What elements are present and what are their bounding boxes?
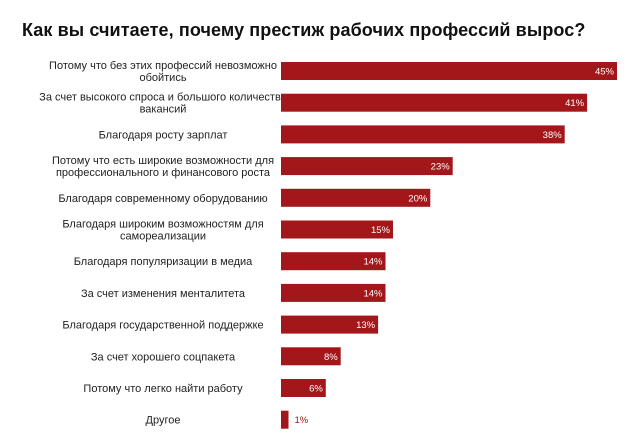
value-label: 38%: [543, 130, 563, 141]
category-label: Благодаря росту зарплат: [99, 129, 228, 141]
value-label: 45%: [595, 67, 615, 78]
category-label-line: Потому что легко найти работу: [83, 383, 243, 395]
category-label-line: обойтись: [139, 72, 186, 84]
bar: [281, 93, 588, 112]
value-label: 14%: [363, 288, 383, 299]
category-label-line: профессионального и финансового роста: [56, 167, 271, 179]
category-labels: Потому что без этих профессий невозможно…: [39, 60, 288, 427]
bar: [281, 62, 617, 80]
value-label: 41%: [565, 98, 585, 109]
category-label-line: За счет хорошего соцпакета: [91, 351, 236, 363]
category-label: За счет хорошего соцпакета: [91, 351, 236, 363]
bar: [281, 252, 386, 271]
value-label: 8%: [324, 352, 338, 363]
value-label: 14%: [363, 257, 383, 268]
bar: [281, 220, 393, 239]
category-label-line: Благодаря росту зарплат: [99, 129, 228, 141]
category-label: Благодаря современному оборудованию: [58, 193, 267, 205]
category-label-line: Другое: [146, 415, 181, 427]
category-label-line: Благодаря государственной поддержке: [62, 320, 263, 332]
category-label: Другое: [146, 415, 181, 427]
category-label: За счет высокого спроса и большого колич…: [39, 92, 288, 116]
category-label: Благодаря широким возможностям для саморе…: [62, 219, 263, 243]
category-label: Потому что есть широкие возможности для п…: [52, 155, 274, 179]
category-label-line: Благодаря популяризации в медиа: [74, 256, 253, 268]
value-label: 13%: [356, 320, 376, 331]
category-label-line: самореализации: [120, 231, 206, 243]
bar: [281, 315, 379, 334]
category-label-line: Благодаря широким возможностям для: [62, 219, 263, 231]
category-label-line: Благодаря современному оборудованию: [58, 193, 267, 205]
value-label: 15%: [371, 225, 391, 236]
bar: [281, 188, 431, 207]
value-label: 23%: [431, 162, 451, 173]
category-label: Потому что без этих профессий невозможно…: [49, 60, 277, 84]
category-label-line: Потому что без этих профессий невозможно: [49, 60, 277, 72]
bar: [281, 379, 326, 397]
value-label: 1%: [295, 415, 309, 426]
category-label-line: За счет высокого спроса и большого колич…: [39, 92, 288, 104]
bar: [281, 157, 453, 176]
bar: [281, 347, 341, 366]
chart-title: Как вы считаете, почему престиж рабочих …: [22, 20, 586, 40]
bar: [281, 410, 289, 429]
category-label: Потому что легко найти работу: [83, 383, 243, 395]
category-label-line: За счет изменения менталитета: [81, 288, 246, 300]
bar: [281, 125, 565, 144]
category-label-line: Потому что есть широкие возможности для: [52, 155, 274, 167]
category-label-line: вакансий: [140, 104, 187, 116]
bars: [281, 62, 617, 429]
value-label: 20%: [408, 193, 428, 204]
category-label: Благодаря популяризации в медиа: [74, 256, 253, 268]
value-labels: 45% 41% 38% 23% 20% 15% 14% 14% 13% 8% 6% 1%: [295, 67, 615, 427]
value-label: 6%: [309, 384, 323, 395]
category-label: Благодаря государственной поддержке: [62, 320, 263, 332]
bar: [281, 283, 386, 302]
category-label: За счет изменения менталитета: [81, 288, 246, 300]
